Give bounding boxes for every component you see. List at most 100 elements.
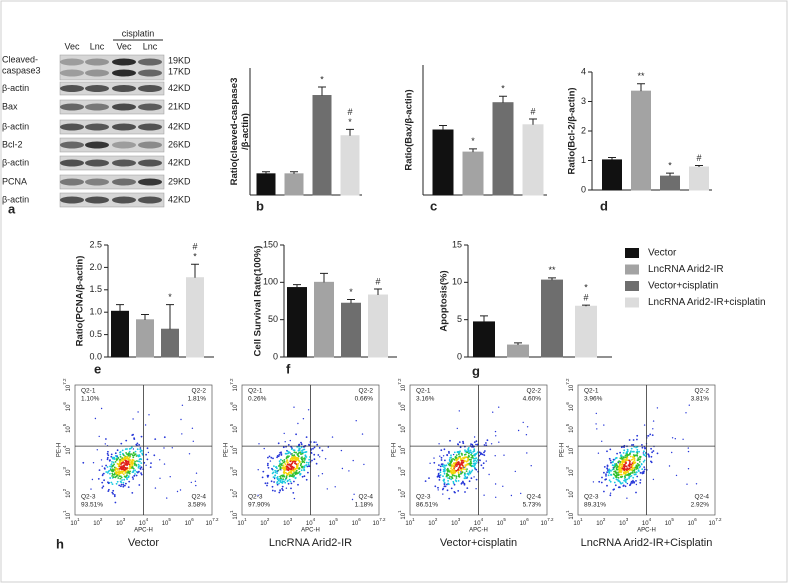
cell-dot xyxy=(600,481,603,484)
cell-dot xyxy=(483,451,485,454)
tick-base: 10 xyxy=(260,521,267,527)
x-tick-label: 105 xyxy=(497,517,507,526)
cell-dot xyxy=(473,476,475,478)
blot-band xyxy=(112,159,136,167)
cell-dot xyxy=(294,460,297,463)
x-tick-label: 107.2 xyxy=(373,517,386,526)
error-bar xyxy=(346,128,354,136)
tick-exponent: 5 xyxy=(168,517,171,522)
quadrant-percent: 4.60% xyxy=(523,396,542,403)
error-bar xyxy=(191,263,199,278)
cell-dot xyxy=(284,481,287,484)
blot-band xyxy=(85,123,109,131)
cell-dot xyxy=(438,476,441,479)
cell-dot xyxy=(281,487,283,490)
cell-dot xyxy=(121,449,124,452)
cell-dot xyxy=(194,480,197,482)
cell-dot xyxy=(284,469,287,471)
cell-dot xyxy=(120,466,123,469)
cell-dot xyxy=(133,464,136,466)
tick-exponent: 7.2 xyxy=(565,378,570,385)
cell-dot xyxy=(634,471,636,474)
cell-dot xyxy=(628,439,631,441)
tick-base: 10 xyxy=(401,512,407,519)
x-tick-label: 104 xyxy=(474,517,484,526)
cell-dot xyxy=(650,460,652,463)
cell-dot xyxy=(286,465,289,468)
y-tick-label: 106 xyxy=(62,402,71,412)
cell-dot xyxy=(105,464,107,467)
blot-band xyxy=(112,85,136,92)
x-tick-label: 102 xyxy=(596,517,606,526)
cell-dot xyxy=(619,457,622,460)
cell-dot xyxy=(154,438,157,440)
cell-dot xyxy=(113,494,116,496)
row-label: β-actin xyxy=(2,157,29,167)
cell-dot xyxy=(644,447,646,450)
cell-dot xyxy=(115,475,117,478)
cell-dot xyxy=(631,458,634,461)
blot-band xyxy=(112,123,136,131)
significance-mark: ** xyxy=(637,71,645,81)
cell-dot xyxy=(452,480,455,483)
cell-dot xyxy=(293,454,295,457)
cell-dot xyxy=(111,465,114,467)
blot-band xyxy=(138,196,162,204)
cell-dot xyxy=(283,432,285,435)
cell-dot xyxy=(120,485,122,488)
cell-dot xyxy=(467,458,469,461)
blot-band xyxy=(60,85,84,92)
quadrant-percent: 1.18% xyxy=(355,502,374,509)
cell-dot xyxy=(609,480,612,483)
tick-base: 10 xyxy=(401,426,407,433)
cell-dot xyxy=(483,454,486,457)
cell-dot xyxy=(460,452,463,455)
cell-dot xyxy=(632,450,634,453)
cell-dot xyxy=(131,446,133,449)
cell-dot xyxy=(154,487,157,489)
cell-dot xyxy=(636,475,639,478)
cell-dot xyxy=(451,476,453,479)
cell-dot xyxy=(457,461,459,464)
tick-exponent: 2 xyxy=(229,488,234,491)
error-bar xyxy=(318,86,326,96)
cell-dot xyxy=(290,467,293,470)
cell-dot xyxy=(473,436,476,438)
cell-dot xyxy=(479,459,481,461)
cell-dot xyxy=(96,449,99,451)
cell-dot xyxy=(138,455,141,457)
cell-dot xyxy=(303,469,305,472)
cell-dot xyxy=(626,455,628,457)
cell-dot xyxy=(117,477,120,479)
cell-dot xyxy=(311,459,313,462)
blot-band xyxy=(85,178,109,186)
tick-exponent: 4 xyxy=(313,517,316,522)
tick-exponent: 1 xyxy=(580,517,583,522)
cell-dot xyxy=(631,462,634,464)
lane-label: Lnc xyxy=(143,41,158,51)
y-tick-label: 4 xyxy=(581,66,586,76)
cell-dot xyxy=(448,459,451,462)
cell-dot xyxy=(279,480,282,483)
cell-dot xyxy=(671,451,673,454)
cell-dot xyxy=(109,459,111,462)
cell-dot xyxy=(313,446,316,449)
cell-dot xyxy=(318,447,321,449)
tick-exponent: 7.2 xyxy=(547,517,554,522)
cell-dot xyxy=(442,468,445,471)
cell-dot xyxy=(458,466,461,468)
blot-band xyxy=(60,58,84,66)
cell-dot xyxy=(643,466,646,468)
cell-dot xyxy=(291,462,294,465)
cell-dot xyxy=(293,470,295,473)
cell-dot xyxy=(460,472,463,475)
lane-label: Vec xyxy=(116,41,132,51)
cell-dot xyxy=(457,457,460,459)
cell-dot xyxy=(281,478,283,481)
significance-mark: * xyxy=(349,287,353,297)
cell-dot xyxy=(135,443,138,446)
cell-dot xyxy=(633,468,636,471)
tick-base: 10 xyxy=(329,521,336,527)
cell-dot xyxy=(116,468,119,470)
cell-dot xyxy=(129,453,132,456)
